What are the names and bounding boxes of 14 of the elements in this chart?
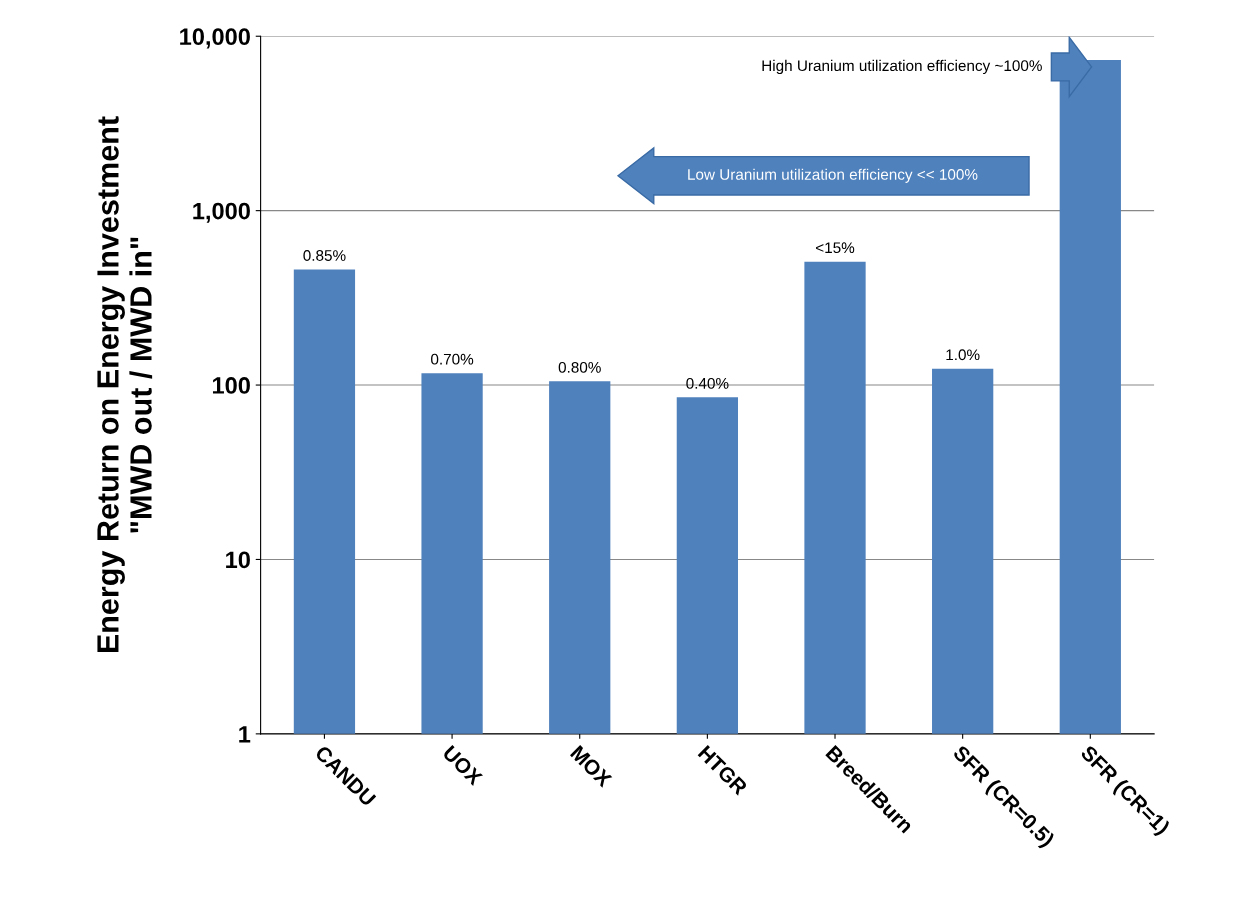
y-axis-title: Energy Return on Energy Investment "MWD out / MWD in" xyxy=(97,116,153,653)
annotation: 0.80% xyxy=(558,361,601,373)
y-tick-label: 1,000 xyxy=(193,202,250,223)
annotation: <15% xyxy=(816,242,855,254)
y-tick-label: 10 xyxy=(226,551,250,569)
annotation: Low Uranium utilization efficiency << 100% xyxy=(688,168,978,183)
y-tick-label: 100 xyxy=(212,377,250,394)
annotation: 0.85% xyxy=(303,250,346,261)
y-tick-label: 10,000 xyxy=(180,28,250,49)
annotation: High Uranium utilization efficiency ~100% xyxy=(762,59,1042,75)
y-tick-label: 1 xyxy=(239,726,251,743)
annotation: 1.0% xyxy=(946,349,980,361)
annotation: 0.40% xyxy=(686,377,729,389)
annotation: 0.70% xyxy=(431,353,474,365)
